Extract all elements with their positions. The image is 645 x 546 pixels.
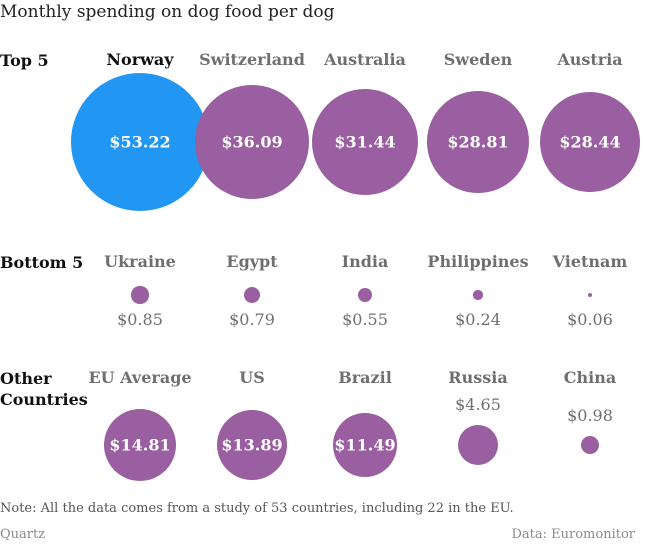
- bubble-switzerland: [195, 85, 309, 199]
- country-label: China: [563, 368, 617, 387]
- bubble-philippines: [473, 290, 483, 300]
- country-label: Egypt: [226, 252, 278, 271]
- value-label: $0.98: [567, 405, 613, 425]
- value-label: $4.65: [455, 394, 501, 414]
- value-label: $31.44: [334, 132, 396, 152]
- value-label: $0.79: [229, 310, 275, 329]
- country-label: Brazil: [338, 368, 392, 387]
- country-label: India: [341, 252, 389, 271]
- bubble-egypt: [243, 286, 261, 304]
- bubble-sweden: [427, 91, 529, 193]
- country-label: Philippines: [427, 252, 529, 271]
- footnote: Note: All the data comes from a study of…: [0, 501, 514, 516]
- country-label: Australia: [324, 50, 406, 69]
- value-label: $13.89: [221, 435, 283, 455]
- value-label: $36.09: [221, 132, 283, 152]
- data-source: Data: Euromonitor: [511, 527, 635, 542]
- bubble-austria: [539, 91, 641, 193]
- bubble-india: [357, 287, 372, 302]
- bubble-eu-average: [103, 408, 177, 482]
- country-label: Vietnam: [552, 252, 628, 271]
- value-label: $0.24: [455, 310, 501, 329]
- bubble-us: [216, 409, 288, 481]
- country-label: Sweden: [443, 50, 513, 69]
- value-label: $14.81: [109, 435, 171, 455]
- value-label: $28.44: [559, 132, 621, 152]
- group-label: Bottom 5: [0, 253, 84, 272]
- bubble-australia: [311, 88, 419, 196]
- value-label: $0.06: [567, 310, 613, 329]
- country-label: EU Average: [88, 368, 192, 387]
- country-label: Switzerland: [199, 50, 305, 69]
- country-label: Austria: [557, 50, 623, 69]
- bubble-brazil: [332, 412, 398, 478]
- group-label: Top 5: [0, 51, 49, 70]
- value-label: $11.49: [334, 435, 396, 455]
- country-label: Russia: [448, 368, 508, 387]
- value-label: $53.22: [109, 132, 171, 152]
- bubble-russia: [457, 424, 499, 466]
- country-label: Ukraine: [104, 252, 176, 271]
- publisher-credit: Quartz: [0, 527, 46, 542]
- bubble-ukraine: [131, 286, 149, 304]
- country-label: Norway: [106, 50, 174, 69]
- value-label: $0.55: [342, 310, 388, 329]
- chart-title: Monthly spending on dog food per dog: [0, 2, 335, 22]
- value-label: $28.81: [447, 132, 509, 152]
- group-label: Other Countries: [0, 369, 88, 409]
- value-label: $0.85: [117, 310, 163, 329]
- country-label: US: [239, 368, 265, 387]
- bubble-china: [580, 435, 600, 455]
- bubble-vietnam: [587, 292, 593, 298]
- bubble-norway: [71, 73, 209, 211]
